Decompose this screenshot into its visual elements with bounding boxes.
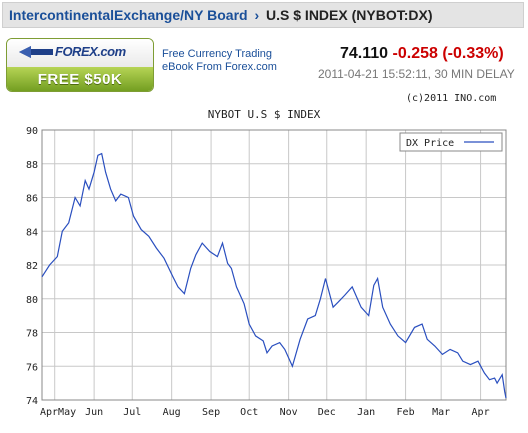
chart-title: NYBOT U.S $ INDEX bbox=[207, 108, 321, 121]
y-tick-label: 86 bbox=[26, 194, 38, 205]
x-tick-label: AprMay bbox=[40, 407, 76, 418]
x-tick-label: Feb bbox=[397, 407, 415, 418]
ad-logo-area: FOREX.com bbox=[7, 39, 153, 67]
series-line-dx-price bbox=[41, 152, 507, 399]
quote-price: 74.110 -0.258 (-0.33%) bbox=[340, 45, 504, 63]
breadcrumb: IntercontinentalExchange/NY Board › U.S … bbox=[2, 2, 524, 28]
promo-link[interactable]: Free Currency Trading eBook From Forex.c… bbox=[162, 48, 277, 74]
promo-line-1: Free Currency Trading bbox=[162, 48, 273, 60]
price-change: -0.258 (-0.33%) bbox=[392, 45, 504, 62]
y-tick-label: 82 bbox=[26, 261, 38, 272]
breadcrumb-separator: › bbox=[254, 7, 260, 23]
y-tick-label: 84 bbox=[26, 227, 38, 238]
y-tick-label: 90 bbox=[26, 126, 38, 137]
forex-logo-icon bbox=[19, 46, 53, 58]
promo-line-2: eBook From Forex.com bbox=[162, 61, 277, 73]
legend-box bbox=[399, 132, 503, 152]
x-tick-label: Mar bbox=[432, 407, 450, 418]
x-tick-label: Nov bbox=[280, 407, 298, 418]
x-tick-label: Sep bbox=[202, 407, 220, 418]
forex-ad-banner[interactable]: FOREX.com FREE $50K bbox=[6, 38, 154, 92]
x-tick-label: Apr bbox=[472, 407, 490, 418]
x-tick-label: Jul bbox=[123, 407, 141, 418]
x-tick-label: Aug bbox=[163, 407, 181, 418]
exchange-link[interactable]: IntercontinentalExchange/NY Board bbox=[9, 7, 248, 23]
x-tick-label: Jan bbox=[357, 407, 375, 418]
free-50k-button[interactable]: FREE $50K bbox=[7, 67, 153, 91]
y-tick-label: 80 bbox=[26, 295, 38, 306]
quote-timestamp: 2011-04-21 15:52:11, 30 MIN DELAY bbox=[318, 67, 515, 81]
last-price: 74.110 bbox=[340, 45, 389, 62]
y-tick-label: 74 bbox=[26, 396, 38, 407]
y-tick-label: 78 bbox=[26, 329, 38, 340]
legend-label: DX Price bbox=[406, 138, 454, 149]
x-tick-label: Oct bbox=[240, 407, 258, 418]
page-title: U.S $ INDEX (NYBOT:DX) bbox=[266, 7, 433, 23]
x-tick-label: Dec bbox=[318, 407, 336, 418]
plot-frame bbox=[41, 129, 507, 401]
ad-logo-text: FOREX.com bbox=[55, 44, 126, 59]
x-tick-label: Jun bbox=[85, 407, 103, 418]
y-tick-label: 76 bbox=[26, 362, 38, 373]
y-tick-label: 88 bbox=[26, 160, 38, 171]
chart-copyright: (c)2011 INO.com bbox=[406, 93, 497, 104]
